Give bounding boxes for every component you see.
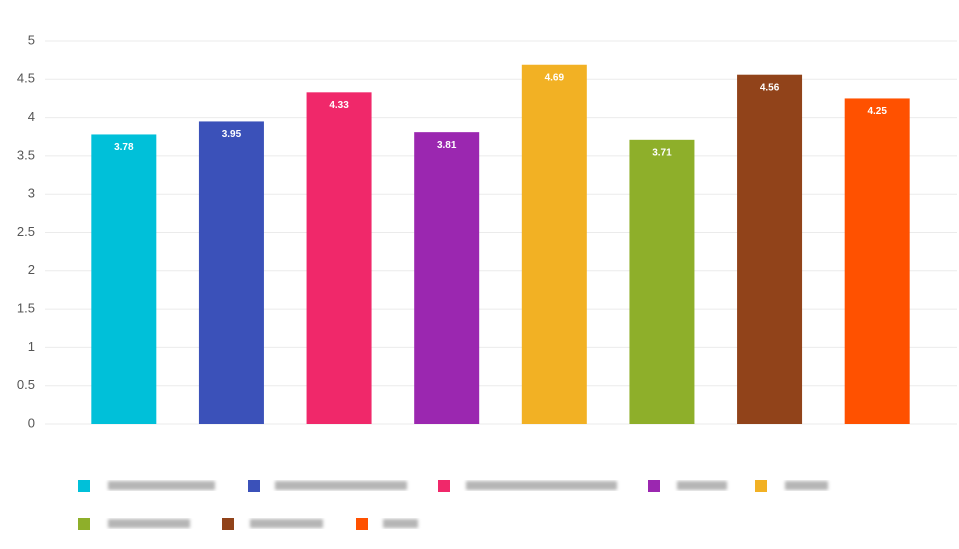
y-tick-label: 0 bbox=[28, 415, 35, 430]
legend-swatch bbox=[438, 480, 450, 492]
legend-swatch bbox=[356, 518, 368, 530]
legend-swatch bbox=[78, 518, 90, 530]
y-tick-label: 4 bbox=[28, 109, 35, 124]
y-tick-label: 4.5 bbox=[17, 71, 35, 86]
bar bbox=[91, 134, 157, 424]
value-label: 4.25 bbox=[867, 106, 887, 117]
y-tick-label: 3 bbox=[28, 186, 35, 201]
value-label: 4.33 bbox=[329, 100, 349, 111]
value-label: 3.78 bbox=[114, 142, 134, 153]
y-tick-label: 1.5 bbox=[17, 301, 35, 316]
legend-swatch bbox=[648, 480, 660, 492]
y-tick-label: 5 bbox=[28, 32, 35, 47]
bar bbox=[737, 74, 803, 424]
bar bbox=[414, 132, 480, 425]
legend-swatch bbox=[755, 480, 767, 492]
bar bbox=[306, 92, 372, 425]
legend-swatch bbox=[222, 518, 234, 530]
y-tick-label: 1 bbox=[28, 339, 35, 354]
legend-swatch bbox=[248, 480, 260, 492]
bar bbox=[844, 98, 910, 424]
y-tick-label: 2 bbox=[28, 262, 35, 277]
y-tick-label: 2.5 bbox=[17, 224, 35, 239]
y-tick-label: 3.5 bbox=[17, 147, 35, 162]
value-label: 3.81 bbox=[437, 140, 457, 151]
bar bbox=[521, 64, 587, 424]
bar bbox=[198, 121, 264, 425]
legend-text-blurred bbox=[108, 481, 828, 528]
value-label: 4.56 bbox=[760, 82, 780, 93]
value-label: 4.69 bbox=[545, 72, 565, 83]
bar bbox=[629, 139, 695, 424]
value-label: 3.71 bbox=[652, 147, 672, 158]
y-tick-label: 0.5 bbox=[17, 377, 35, 392]
legend-swatch bbox=[78, 480, 90, 492]
value-label: 3.95 bbox=[222, 129, 242, 140]
